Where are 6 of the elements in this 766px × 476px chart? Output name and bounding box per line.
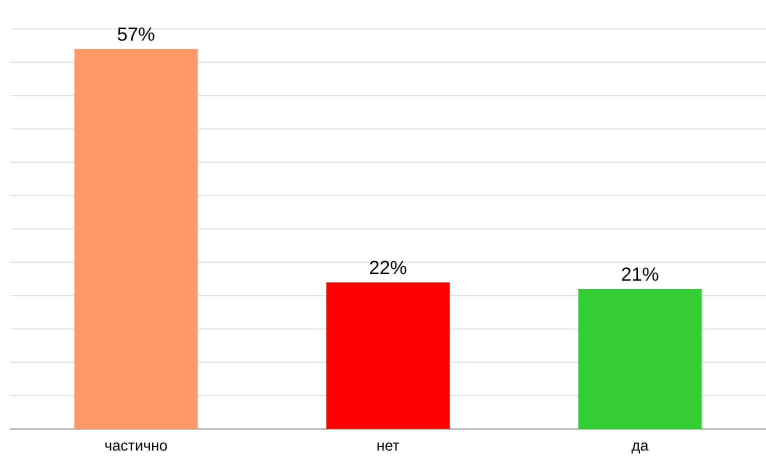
data-label: 22% [370, 260, 406, 274]
x-tick-label: нет [378, 442, 400, 451]
x-tick-label: да [632, 442, 649, 454]
data-label: 57% [118, 27, 154, 41]
data-label: 21% [622, 267, 658, 281]
x-tick-label: частично [105, 442, 167, 451]
